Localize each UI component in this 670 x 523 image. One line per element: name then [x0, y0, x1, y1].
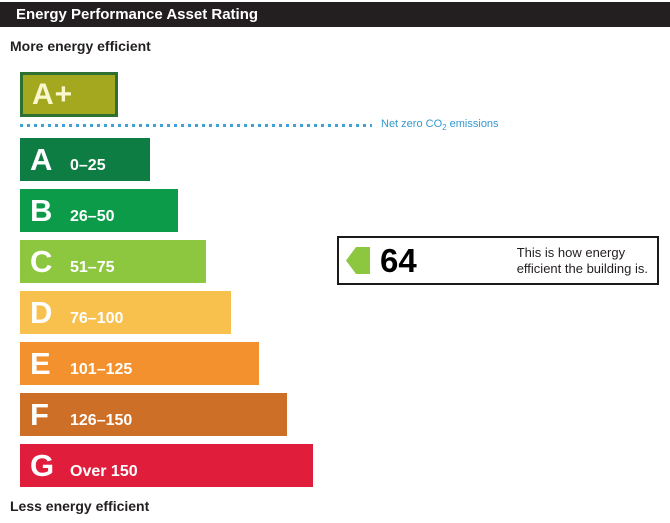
net-zero-label: Net zero CO2 emissions: [381, 118, 499, 132]
band-letter: G: [30, 448, 55, 483]
net-zero-label-suffix: emissions: [446, 117, 499, 130]
band-letter: E: [30, 346, 51, 381]
band-letter: F: [30, 397, 49, 432]
band-a-plus-letter: A+: [32, 77, 74, 111]
chart-title-bar: Energy Performance Asset Rating: [0, 2, 670, 27]
less-efficient-label: Less energy efficient: [10, 498, 150, 514]
band-c: C 51–75: [20, 240, 206, 283]
band-range: 51–75: [70, 259, 115, 276]
rating-indicator: 64 This is how energy efficient the buil…: [337, 236, 659, 285]
net-zero-line-row: Net zero CO2 emissions: [20, 118, 499, 132]
band-letter: C: [30, 244, 53, 279]
band-range: 26–50: [70, 208, 115, 225]
band-range: 126–150: [70, 412, 133, 429]
more-efficient-label: More energy efficient: [10, 38, 151, 54]
band-d: D 76–100: [20, 291, 231, 334]
band-range: Over 150: [70, 463, 138, 480]
band-letter: D: [30, 295, 53, 330]
band-a: A 0–25: [20, 138, 150, 181]
band-f: F 126–150: [20, 393, 287, 436]
rating-description-line1: This is how energy: [516, 244, 626, 260]
band-range: 76–100: [70, 310, 124, 327]
band-g: G Over 150: [20, 444, 313, 487]
rating-description-line2: efficient the building is.: [516, 260, 648, 276]
net-zero-label-subscript: 2: [442, 123, 447, 133]
band-e: E 101–125: [20, 342, 259, 385]
net-zero-label-text: Net zero CO: [381, 117, 443, 130]
band-range: 101–125: [70, 361, 133, 378]
band-range: 0–25: [70, 157, 106, 174]
rating-description: This is how energy efficient the buildin…: [517, 245, 657, 276]
band-a-plus: A+: [20, 72, 118, 117]
rating-bands: A 0–25 B 26–50 C 51–75 D 76–100 E 101–125 F 126–150…: [20, 138, 313, 487]
chart-title: Energy Performance Asset Rating: [16, 6, 259, 23]
net-zero-dotted-line: [20, 123, 372, 127]
band-letter: B: [30, 193, 53, 228]
rating-arrow-icon: [346, 247, 370, 274]
band-b: B 26–50: [20, 189, 178, 232]
rating-value: 64: [380, 242, 417, 279]
band-letter: A: [30, 142, 53, 177]
